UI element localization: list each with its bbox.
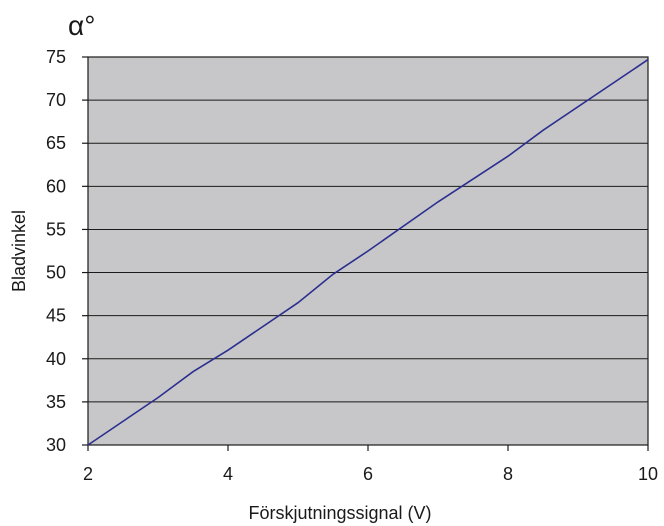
y-tick-label: 35 <box>46 392 66 412</box>
x-tick-label: 6 <box>363 464 373 484</box>
y-tick-label: 40 <box>46 349 66 369</box>
y-tick-label: 65 <box>46 133 66 153</box>
y-tick-label: 75 <box>46 47 66 67</box>
series-line <box>87 58 649 446</box>
x-tick-labels: 2 4 6 8 10 <box>83 464 658 484</box>
y-tick-label: 45 <box>46 306 66 326</box>
y-tick-label: 70 <box>46 90 66 110</box>
x-tick-label: 2 <box>83 464 93 484</box>
x-tick-label: 10 <box>638 464 658 484</box>
y-tick-label: 60 <box>46 176 66 196</box>
y-tick-labels: 30 35 40 45 50 55 60 65 70 75 <box>46 47 66 455</box>
y-unit-label: α° <box>68 10 95 41</box>
plot-frame <box>82 56 649 451</box>
y-axis-title: Bladvinkel <box>9 210 29 292</box>
y-tick-label: 50 <box>46 263 66 283</box>
x-axis-title: Förskjutningssignal (V) <box>248 503 431 523</box>
y-tick-label: 55 <box>46 219 66 239</box>
x-tick-label: 4 <box>223 464 233 484</box>
y-tick-label: 30 <box>46 435 66 455</box>
x-tick-label: 8 <box>503 464 513 484</box>
